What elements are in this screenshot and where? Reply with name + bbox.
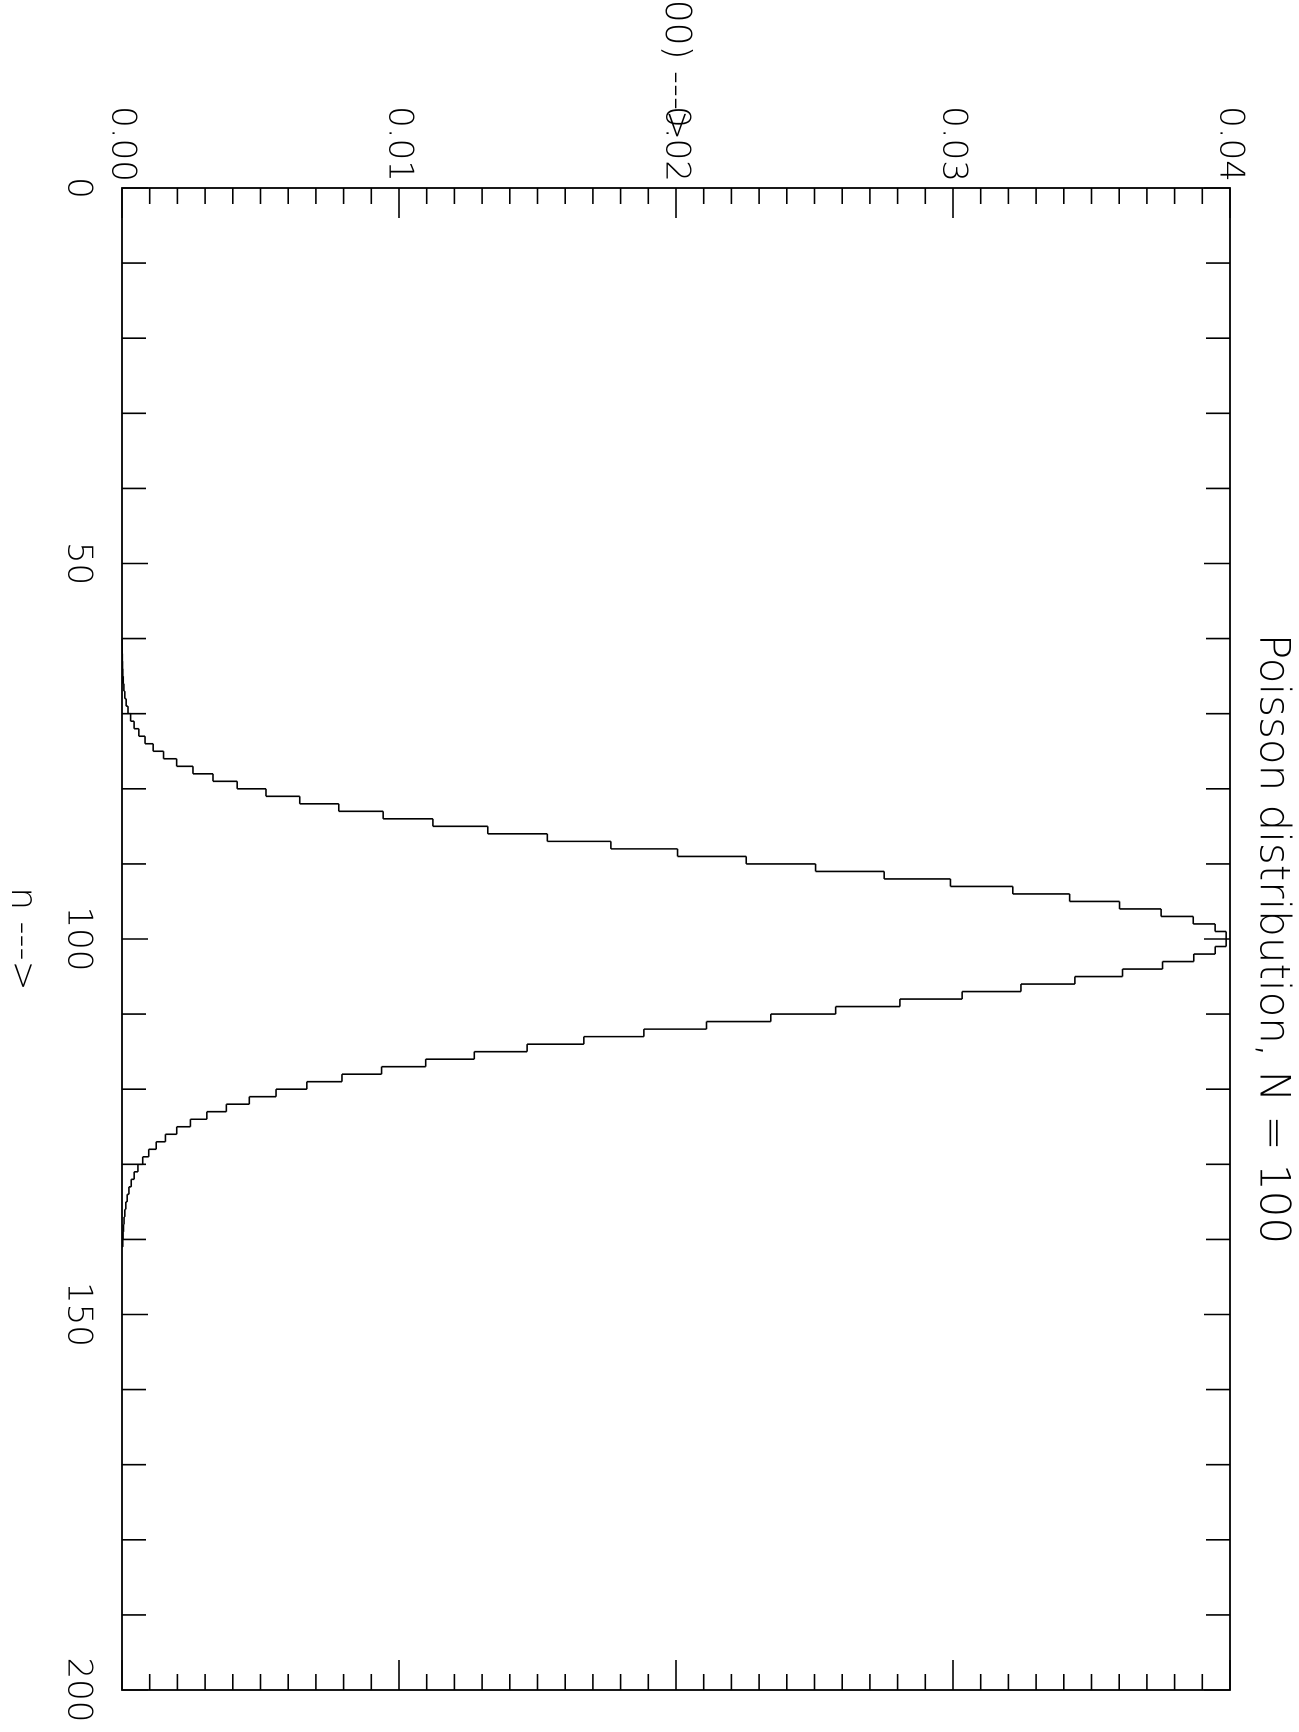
y-tick-label: 0.00	[104, 106, 144, 182]
y-tick-label: 0.03	[935, 106, 975, 182]
x-axis-label: n --->	[3, 887, 44, 990]
x-tick-label: 200	[60, 1658, 100, 1723]
x-tick-label: 50	[60, 542, 100, 585]
x-tick-label: 150	[60, 1282, 100, 1347]
y-tick-label: 0.04	[1212, 106, 1252, 182]
chart-title: Poisson distribution, N = 100	[1251, 634, 1299, 1244]
y-tick-label: 0.01	[381, 106, 421, 182]
x-tick-label: 100	[60, 907, 100, 972]
x-tick-label: 0	[60, 177, 100, 199]
y-axis-label: Pn(100) --->	[655, 0, 698, 140]
plot-frame	[121, 187, 1231, 1691]
y-tick-label: 0.02	[658, 106, 698, 182]
y-axis-label-rest: (100) --->	[657, 0, 698, 140]
